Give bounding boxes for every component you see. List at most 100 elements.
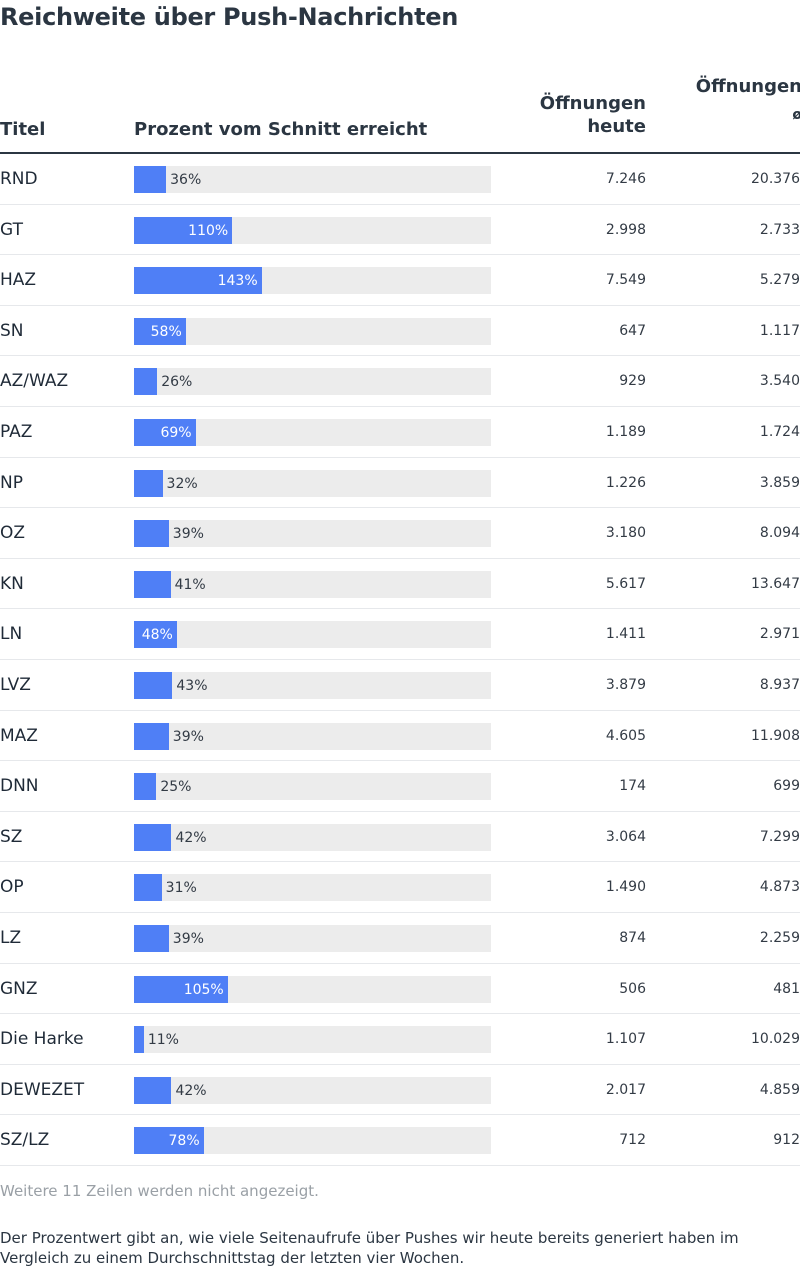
openings-today-value: 3.879 [605,676,646,693]
openings-today-value: 174 [619,778,646,795]
row-title: SZ [0,826,23,847]
percent-bar-track: 69% [134,418,491,446]
row-title: HAZ [0,270,37,291]
row-title: MAZ [0,725,38,746]
openings-today-value: 506 [619,980,646,997]
column-header-title: Titel [0,119,46,140]
column-header-openings-average-line1: Öffnungen [695,76,800,97]
row-title: DEWEZET [0,1079,85,1100]
percent-bar-track: 143% [134,267,491,295]
page-title: Reichweite über Push-Nachrichten [0,3,459,31]
openings-average-value: 10.029 [751,1031,800,1048]
percent-bar [134,317,186,345]
openings-average-value: 7.299 [759,828,800,845]
percent-label: 39% [172,728,204,745]
table-row: DNN 25% 174 699 [0,761,800,812]
percent-label: 41% [174,576,206,593]
percent-bar-track: 31% [134,874,491,902]
percent-bar-track: 32% [134,469,491,497]
table-row: LZ 39% 874 2.259 [0,913,800,964]
percent-bar-track: 42% [134,823,491,851]
explanation-text: Der Prozentwert gibt an, wie viele Seite… [0,1229,739,1267]
percent-bar [134,216,233,244]
openings-average-value: 1.117 [759,322,800,339]
table-row: GNZ 105% 506 481 [0,964,800,1015]
openings-average-value: 11.908 [751,727,800,744]
table-row: SZ 42% 3.064 7.299 [0,812,800,863]
percent-bar [134,1127,204,1155]
percent-bar-track: 78% [134,1127,491,1155]
percent-label: 69% [160,424,192,441]
table-body: RND 36% 7.246 20.376 GT 110% 2.998 2.733 HAZ 143%… [0,154,800,1166]
openings-average-value: 481 [773,980,800,997]
row-title: NP [0,472,23,493]
openings-today-value: 874 [619,929,646,946]
row-title: OP [0,877,24,898]
openings-average-value: 5.279 [759,272,800,289]
openings-average-value: 8.937 [759,676,800,693]
openings-today-value: 4.605 [605,727,646,744]
percent-bar [134,570,171,598]
openings-today-value: 3.180 [605,525,646,542]
percent-bar-track: 43% [134,671,491,699]
percent-bar-track: 110% [134,216,491,244]
openings-average-value: 1.724 [759,423,800,440]
openings-today-value: 7.549 [605,272,646,289]
row-title: KN [0,573,24,594]
openings-today-value: 1.490 [605,879,646,896]
percent-bar [134,166,167,193]
percent-bar-track: 58% [134,317,491,345]
percent-label: 39% [172,930,204,947]
openings-average-value: 4.859 [759,1081,800,1098]
percent-bar-track: 42% [134,1076,491,1104]
percent-bar [134,267,262,295]
openings-average-value: 2.971 [759,626,800,643]
percent-bar-track: 11% [134,1026,491,1054]
percent-bar-track: 41% [134,570,491,598]
table-row: HAZ 143% 7.549 5.279 [0,255,800,306]
table-row: OZ 39% 3.180 8.094 [0,508,800,559]
percent-label: 26% [161,374,193,391]
percent-bar-track: 105% [134,975,491,1003]
openings-average-value: 912 [773,1132,800,1149]
percent-bar-track: 39% [134,520,491,548]
percent-label: 36% [170,172,202,188]
percent-label: 143% [217,273,258,290]
percent-label: 58% [150,323,182,340]
openings-today-value: 929 [619,373,646,390]
table-row: MAZ 39% 4.605 11.908 [0,711,800,762]
percent-bar [134,469,163,497]
percent-bar [134,368,158,396]
openings-today-value: 3.064 [605,828,646,845]
column-header-openings-average: Öffnungen ø [672,75,800,127]
percent-bar [134,924,169,952]
percent-label: 48% [141,627,173,644]
table-row: RND 36% 7.246 20.376 [0,154,800,205]
percent-label: 31% [165,880,197,897]
row-title: SN [0,320,24,341]
row-title: RND [0,169,38,189]
openings-average-value: 699 [773,778,800,795]
openings-today-value: 712 [619,1132,646,1149]
more-rows-note: Weitere 11 Zeilen werden nicht angezeigt… [0,1182,319,1200]
percent-label: 11% [147,1032,179,1049]
percent-bar [134,520,169,548]
percent-bar-track: 25% [134,773,491,801]
openings-today-value: 1.411 [605,626,646,643]
percent-bar [134,773,157,801]
openings-today-value: 647 [619,322,646,339]
row-title: SZ/LZ [0,1130,50,1151]
openings-today-value: 1.107 [605,1031,646,1048]
openings-average-value: 8.094 [759,525,800,542]
percent-bar [134,975,228,1003]
table-row: Die Harke 11% 1.107 10.029 [0,1014,800,1065]
row-title: LZ [0,927,22,948]
percent-bar-track: 48% [134,621,491,649]
percent-label: 32% [166,475,198,492]
percent-bar [134,1076,172,1104]
percent-bar [134,418,196,446]
percent-label: 105% [183,981,224,998]
openings-average-value: 3.859 [759,474,800,491]
row-title: Die Harke [0,1029,84,1050]
row-title: LVZ [0,674,31,695]
